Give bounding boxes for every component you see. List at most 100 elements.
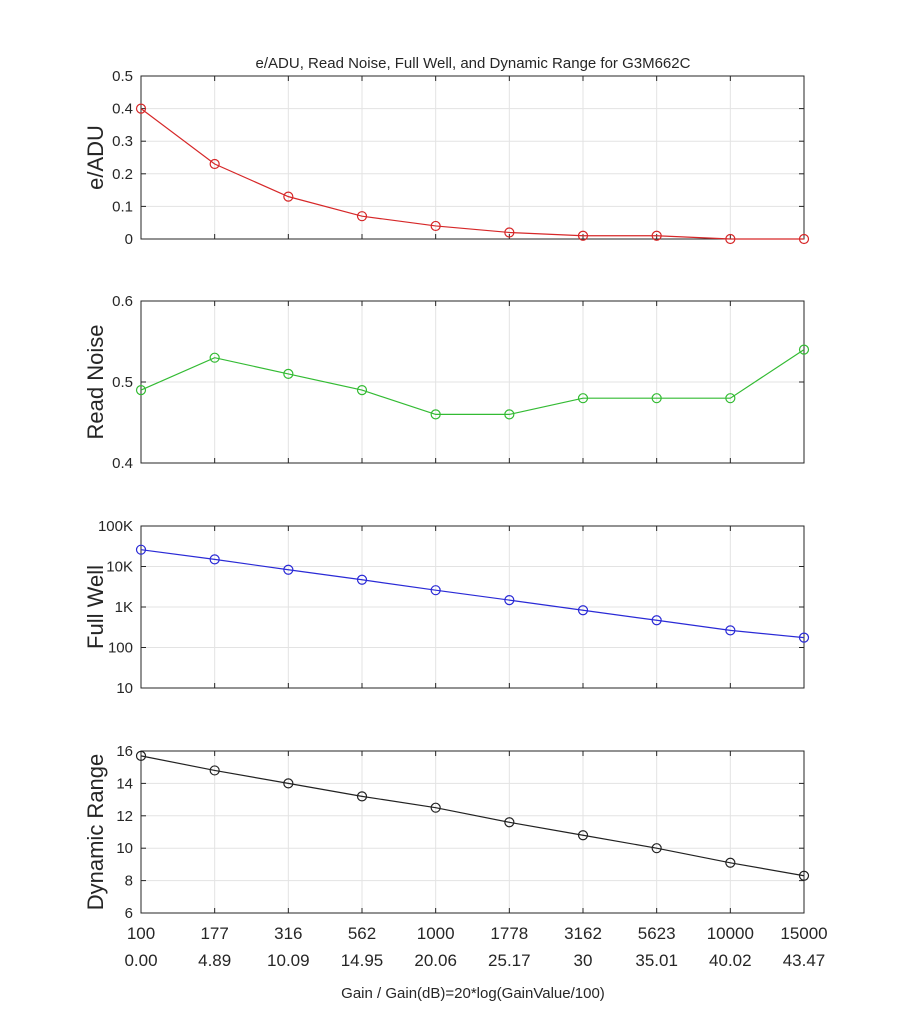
data-point-dynrange: [283, 778, 294, 789]
data-point-readnoise: [135, 385, 147, 396]
x-tick-label-gain: 10000: [707, 924, 754, 943]
y-tick-label: 0.2: [112, 166, 133, 183]
data-point-dynrange: [725, 857, 736, 868]
data-point-eadu: [356, 211, 368, 222]
series-line-eadu: [140, 108, 804, 240]
data-point-eadu: [504, 227, 515, 238]
y-tick-label: 100K: [98, 518, 133, 535]
y-tick-label: 0.3: [112, 133, 133, 150]
y-tick-label: 0.5: [112, 374, 133, 391]
y-tick-label: 10K: [106, 559, 133, 576]
data-point-readnoise: [430, 409, 441, 420]
x-tick-labels: 100 177 316 562 1000 1778 3162 5623 10000 15000 0.…: [124, 924, 827, 970]
panel-dynrange: 6 8 10 12 14 16 Dynamic Range: [83, 743, 810, 922]
y-tick-label: 10: [116, 680, 133, 697]
x-tick-label-gain: 177: [200, 924, 228, 943]
y-tick-label: 12: [116, 808, 133, 825]
series-line-dynrange: [140, 755, 805, 877]
data-point-dynrange: [798, 870, 810, 881]
data-point-readnoise: [356, 385, 368, 396]
data-point-dynrange: [577, 830, 589, 841]
axes-frame: [140, 525, 805, 689]
y-tick-label: 14: [116, 775, 133, 792]
y-tick-label: 0.1: [112, 198, 133, 215]
y-tick-label: 0: [125, 231, 133, 248]
x-tick-label-gain-db: 14.95: [341, 951, 384, 970]
x-tick-label-gain-db: 25.17: [488, 951, 531, 970]
chart-title: e/ADU, Read Noise, Full Well, and Dynami…: [256, 55, 691, 72]
x-tick-label-gain-db: 10.09: [267, 951, 310, 970]
data-point-dynrange: [209, 765, 220, 776]
y-axis-label-eadu: e/ADU: [83, 125, 108, 190]
x-tick-label-gain: 1000: [417, 924, 455, 943]
data-point-readnoise: [283, 368, 294, 379]
y-tick-label: 100: [108, 640, 133, 657]
x-tick-label-gain: 316: [274, 924, 302, 943]
axes-frame: [140, 750, 805, 914]
data-point-fullwell: [209, 554, 220, 565]
x-tick-label-gain-db: 43.47: [783, 951, 826, 970]
panel-eadu: 0 0.1 0.2 0.3 0.4 0.5 e/ADU: [83, 68, 810, 248]
data-point-dynrange: [356, 791, 368, 802]
data-point-readnoise: [651, 393, 662, 404]
y-tick-label: 0.6: [112, 293, 133, 310]
x-tick-label-gain: 15000: [780, 924, 827, 943]
data-point-fullwell: [283, 564, 294, 575]
x-tick-label-gain: 3162: [564, 924, 602, 943]
x-tick-label-gain-db: 40.02: [709, 951, 752, 970]
data-point-fullwell: [651, 615, 662, 626]
x-tick-label-gain-db: 30: [574, 951, 593, 970]
data-point-readnoise: [725, 393, 736, 404]
y-tick-label: 6: [125, 905, 133, 922]
y-axis-label-readnoise: Read Noise: [83, 325, 108, 440]
data-point-fullwell: [135, 544, 147, 555]
y-axis-label-dynrange: Dynamic Range: [83, 754, 108, 911]
y-tick-label: 0.4: [112, 101, 133, 118]
y-tick-label: 8: [125, 873, 133, 890]
data-point-readnoise: [798, 344, 810, 355]
x-tick-label-gain-db: 20.06: [414, 951, 457, 970]
data-point-readnoise: [209, 352, 220, 363]
data-point-readnoise: [577, 393, 589, 404]
data-point-eadu: [135, 103, 147, 114]
data-point-eadu: [430, 220, 441, 232]
y-tick-label: 0.4: [112, 455, 133, 472]
axes-frame: [140, 75, 805, 240]
y-tick-label: 16: [116, 743, 133, 760]
x-axis-label: Gain / Gain(dB)=20*log(GainValue/100): [341, 985, 605, 1002]
data-point-eadu: [283, 191, 294, 202]
x-tick-label-gain-db: 4.89: [198, 951, 231, 970]
data-point-eadu: [651, 230, 662, 241]
data-point-eadu: [577, 230, 589, 241]
data-point-fullwell: [356, 574, 368, 585]
data-point-dynrange: [135, 750, 147, 761]
y-tick-label: 0.5: [112, 68, 133, 85]
series-line-readnoise: [140, 349, 805, 415]
data-point-readnoise: [504, 409, 515, 420]
series-line-fullwell: [140, 549, 805, 639]
data-point-dynrange: [430, 802, 441, 813]
axes-frame: [140, 300, 805, 464]
y-axis-label-fullwell: Full Well: [83, 565, 108, 649]
y-tick-label: 1K: [115, 599, 133, 616]
data-point-fullwell: [798, 632, 810, 643]
x-tick-label-gain: 562: [348, 924, 376, 943]
x-tick-label-gain: 1778: [490, 924, 528, 943]
data-point-fullwell: [504, 595, 515, 606]
x-tick-label-gain: 100: [127, 924, 155, 943]
data-point-fullwell: [577, 605, 589, 616]
data-point-eadu: [725, 233, 736, 245]
data-point-fullwell: [430, 585, 441, 596]
data-point-eadu: [798, 233, 810, 245]
x-tick-label-gain: 5623: [638, 924, 676, 943]
data-point-dynrange: [504, 817, 515, 828]
x-tick-label-gain-db: 35.01: [635, 951, 678, 970]
y-tick-label: 10: [116, 840, 133, 857]
panel-fullwell: 10 100 1K 10K 100K Full Well: [83, 518, 810, 697]
data-point-fullwell: [725, 625, 736, 636]
data-point-eadu: [209, 158, 220, 170]
